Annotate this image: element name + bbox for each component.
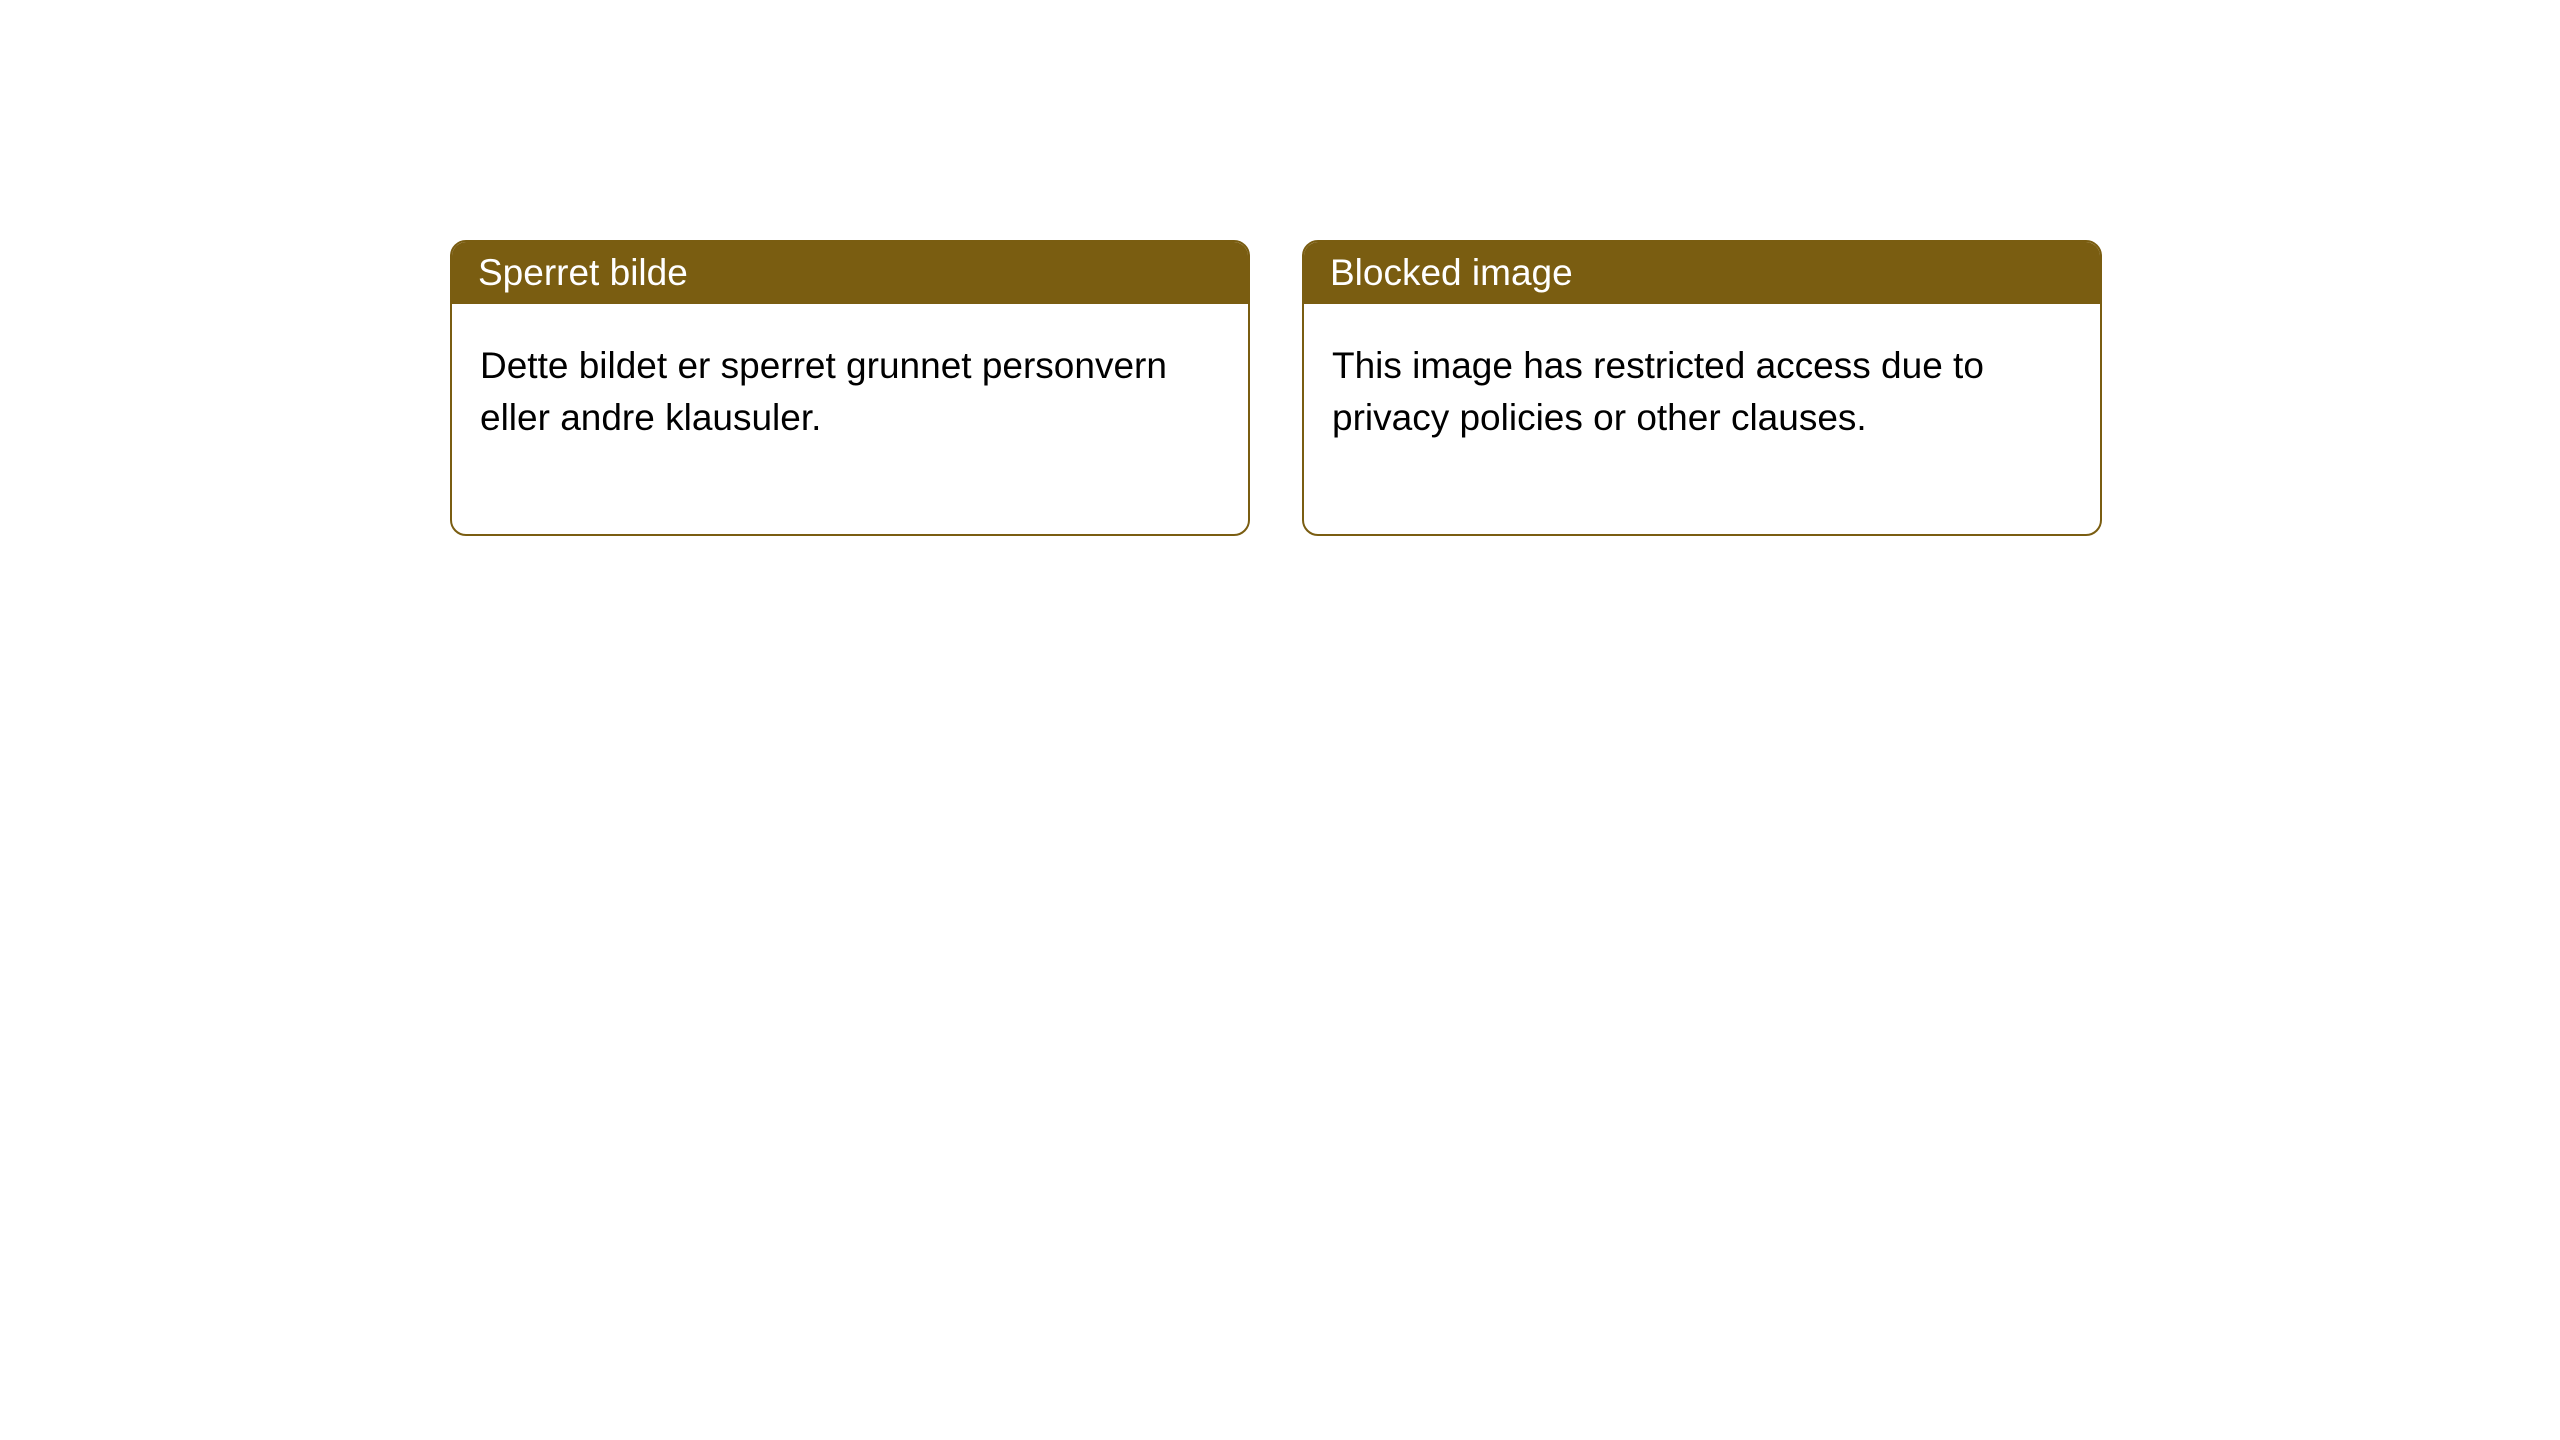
notice-title-english: Blocked image [1304,242,2100,304]
notice-title-norwegian: Sperret bilde [452,242,1248,304]
notice-body-english: This image has restricted access due to … [1304,304,2100,534]
notice-container: Sperret bilde Dette bildet er sperret gr… [0,0,2560,536]
notice-body-norwegian: Dette bildet er sperret grunnet personve… [452,304,1248,534]
notice-card-norwegian: Sperret bilde Dette bildet er sperret gr… [450,240,1250,536]
notice-card-english: Blocked image This image has restricted … [1302,240,2102,536]
